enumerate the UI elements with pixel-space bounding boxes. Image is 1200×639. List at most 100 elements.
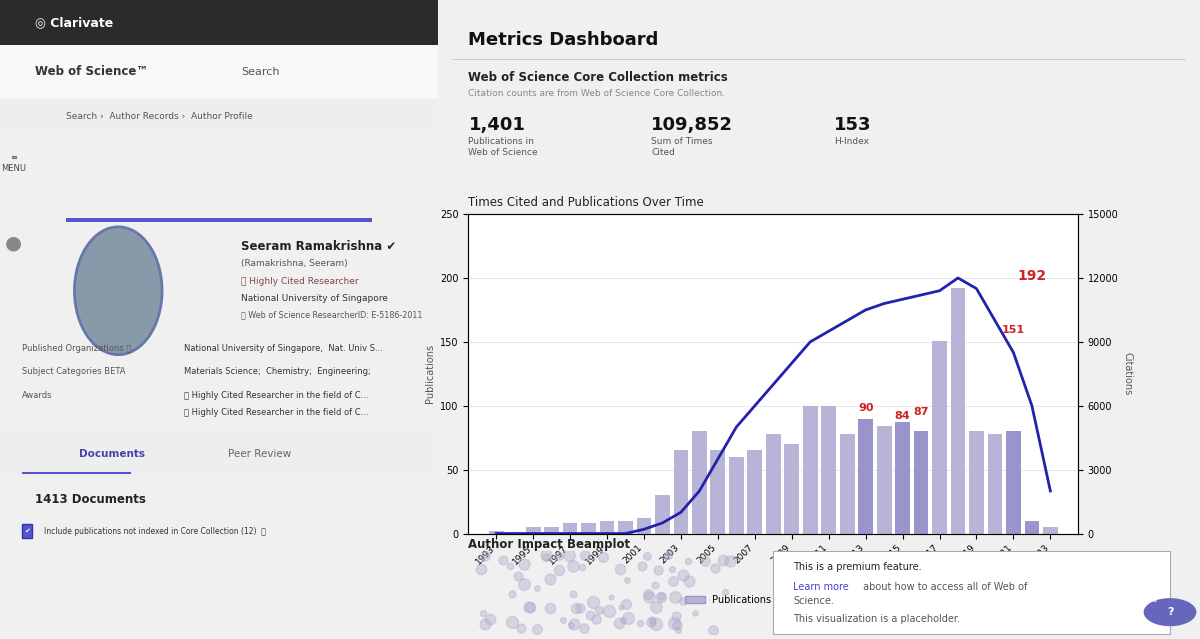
Point <box>480 614 499 624</box>
FancyBboxPatch shape <box>0 45 438 99</box>
Point <box>589 605 608 615</box>
Point <box>638 589 658 599</box>
Text: 🏆 Highly Cited Researcher: 🏆 Highly Cited Researcher <box>241 277 359 286</box>
Point <box>630 618 649 628</box>
Point <box>664 618 683 628</box>
Point <box>668 625 688 635</box>
Point <box>641 617 660 627</box>
Text: Science.: Science. <box>793 596 834 606</box>
Text: Metrics Dashboard: Metrics Dashboard <box>468 31 659 49</box>
Text: Times Cited and Publications Over Time: Times Cited and Publications Over Time <box>468 196 704 209</box>
Text: Search: Search <box>241 66 280 77</box>
Text: Web of Science: Web of Science <box>468 148 538 157</box>
Point <box>648 564 667 574</box>
Point <box>594 552 613 562</box>
Point <box>695 555 714 566</box>
Text: Search ›  Author Records ›  Author Profile: Search › Author Records › Author Profile <box>66 112 252 121</box>
Bar <box>840 434 854 534</box>
Point <box>666 611 685 621</box>
Point <box>508 571 527 581</box>
Text: Documents: Documents <box>79 449 145 459</box>
Text: 🏆 Highly Cited Researcher in the field of C...: 🏆 Highly Cited Researcher in the field o… <box>184 408 368 417</box>
Text: ⛓ Web of Science ResearcherID: E-5186-2011: ⛓ Web of Science ResearcherID: E-5186-20… <box>241 310 422 319</box>
Bar <box>600 521 614 534</box>
Circle shape <box>74 227 162 355</box>
Bar <box>1043 527 1057 534</box>
Point <box>521 602 540 612</box>
Point <box>515 579 534 589</box>
Bar <box>488 531 504 534</box>
Text: 87: 87 <box>913 407 929 417</box>
Point <box>559 550 578 560</box>
Bar <box>545 527 559 534</box>
Bar <box>1025 521 1039 534</box>
Point <box>583 597 602 607</box>
Point <box>566 603 586 613</box>
Text: Materials Science;  Chemistry;  Engineering;: Materials Science; Chemistry; Engineerin… <box>184 367 371 376</box>
Text: Cited: Cited <box>652 148 676 157</box>
Point <box>550 566 569 576</box>
Text: 192: 192 <box>1018 269 1046 283</box>
Point <box>666 592 685 602</box>
Text: 153: 153 <box>834 116 871 134</box>
FancyBboxPatch shape <box>22 524 31 538</box>
Text: ●: ● <box>5 233 22 252</box>
Point <box>494 555 514 565</box>
Point <box>632 561 652 571</box>
Point <box>713 555 732 565</box>
Bar <box>692 431 707 534</box>
Text: 1413 Documents: 1413 Documents <box>35 493 146 506</box>
Point <box>618 613 637 623</box>
Legend: Publications, Citations: Publications, Citations <box>682 591 865 608</box>
Text: Citation counts are from Web of Science Core Collection.: Citation counts are from Web of Science … <box>468 89 726 98</box>
Point <box>642 615 661 626</box>
Point <box>576 550 595 560</box>
Point <box>662 564 682 574</box>
FancyBboxPatch shape <box>0 430 438 478</box>
Point <box>536 552 556 562</box>
Point <box>572 562 592 572</box>
Point <box>640 592 659 602</box>
Text: ✔: ✔ <box>24 528 30 534</box>
Point <box>587 613 606 624</box>
Text: Sum of Times: Sum of Times <box>652 137 713 146</box>
Text: 90: 90 <box>858 403 874 413</box>
Text: This visualization is a placeholder.: This visualization is a placeholder. <box>793 614 960 624</box>
Bar <box>1006 431 1021 534</box>
Point <box>685 608 704 618</box>
Bar <box>618 521 632 534</box>
Point <box>503 617 522 627</box>
Point <box>541 603 560 613</box>
Point <box>600 606 619 617</box>
Bar <box>895 422 910 534</box>
Point <box>703 624 722 635</box>
Point <box>563 560 582 571</box>
Bar <box>563 523 577 534</box>
Text: 84: 84 <box>895 411 911 421</box>
Text: Published Organizations ⓘ: Published Organizations ⓘ <box>22 344 131 353</box>
Point <box>500 560 520 571</box>
Point <box>528 624 547 634</box>
Text: about how to access all of Web of: about how to access all of Web of <box>860 581 1028 592</box>
Text: ?: ? <box>1166 607 1174 617</box>
Point <box>515 558 534 569</box>
FancyBboxPatch shape <box>22 472 132 474</box>
Point <box>611 603 630 613</box>
Point <box>580 610 599 620</box>
Bar <box>877 426 892 534</box>
Text: This is a premium feature.: This is a premium feature. <box>793 562 922 573</box>
Bar <box>970 431 984 534</box>
Bar <box>913 431 929 534</box>
Point <box>511 623 530 633</box>
Bar <box>728 457 744 534</box>
Point <box>667 620 686 630</box>
Text: ≡
MENU: ≡ MENU <box>1 153 25 173</box>
Text: Web of Science™: Web of Science™ <box>35 65 148 78</box>
Bar <box>655 495 670 534</box>
Text: 10: 10 <box>1147 595 1157 604</box>
Bar <box>710 450 725 534</box>
Point <box>706 563 725 573</box>
Point <box>646 580 665 590</box>
Text: 109,852: 109,852 <box>652 116 733 134</box>
Text: H-Index: H-Index <box>834 137 869 146</box>
